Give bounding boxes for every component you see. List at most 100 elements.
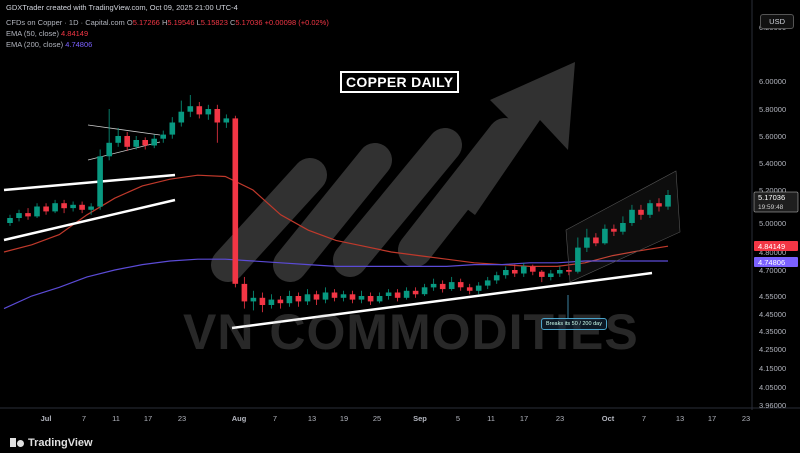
candle-body [367,296,374,302]
y-tick-label: 4.70000 [759,266,786,275]
candle-body [304,294,311,302]
candle-body [358,296,365,300]
candle-body [439,283,446,290]
candle-body [124,136,130,147]
ema50-line [3,174,669,267]
candle-body [575,247,581,272]
candle-body [484,280,491,286]
y-tick-label: 3.96000 [759,401,786,410]
x-tick-label: 13 [308,414,316,423]
candle-body [61,203,67,209]
y-tick-label: 5.60000 [759,132,786,141]
candle-body [169,122,176,135]
watermark-bar [211,158,327,282]
ema50-label: EMA (50, close) [6,29,59,38]
x-tick-label: 7 [82,414,86,423]
candle-body [376,296,383,302]
candle-body [611,228,617,232]
price-label-tag: 4.74806 [754,257,798,267]
x-tick-label: Sep [413,414,427,423]
y-tick-label: 5.40000 [759,159,786,168]
candle-body [412,290,419,295]
candle-body [196,106,203,115]
x-tick-label: 23 [742,414,750,423]
close-label: C [229,18,236,27]
candle-body [349,294,356,300]
candle-body [232,118,239,284]
x-tick-label: 17 [144,414,152,423]
ema200-legend[interactable]: EMA (200, close) 4.74806 [6,40,92,49]
candle-body [70,204,76,209]
x-tick-label: 5 [456,414,460,423]
x-tick-label: 17 [708,414,716,423]
open-value: 5.17266 [132,18,160,27]
x-tick-label: Aug [232,414,247,423]
watermark-bar [273,143,392,282]
ema200-label: EMA (200, close) [6,40,64,49]
price-label-tag: 5.17036 19:59:48 [753,191,799,213]
candle-body [178,111,185,123]
candle-body [115,136,121,143]
ema200-value: 4.74806 [65,40,93,49]
change-value: +0.00098 (+0.02%) [264,18,329,27]
candle-body [133,140,139,147]
instrument-name[interactable]: CFDs on Copper · 1D · Capital.com [6,18,125,27]
candle-body [566,270,572,272]
candle-body [448,282,455,289]
y-tick-label: 5.00000 [759,219,786,228]
x-tick-label: 25 [373,414,381,423]
candle-body [142,140,148,146]
candle-body [241,283,248,302]
x-tick-label: Oct [602,414,615,423]
open-label: O [126,18,133,27]
candle-body [548,273,554,277]
x-tick-label: 23 [178,414,186,423]
candle-body [268,299,275,305]
ema200-line [3,258,668,310]
ema50-value: 4.84149 [61,29,89,38]
x-tick-label: 7 [642,414,646,423]
candle-body [43,206,49,212]
low-label: L [196,18,201,27]
candle-body [584,237,590,248]
candle-body [205,109,212,115]
candle-body [88,206,94,210]
candle-body [512,270,518,274]
candle-body [466,287,473,291]
watermark-graphic [211,62,575,282]
trendline [231,271,653,330]
y-tick-label: 6.00000 [759,77,786,86]
candle-body [493,275,500,281]
candle-body [620,223,626,232]
watermark-bar [333,128,462,277]
x-tick-label: 11 [112,414,120,423]
candle-body [403,290,410,298]
candle-body [457,282,464,288]
candle-body [656,203,662,207]
ema50-legend[interactable]: EMA (50, close) 4.84149 [6,29,88,38]
candle-body [295,296,302,302]
price-label-box [754,241,798,251]
pattern-line [87,124,161,136]
y-tick-label: 5.80000 [759,105,786,114]
price-label-tag: 4.84149 [754,241,798,251]
x-tick-label: 11 [487,414,495,423]
candle-body [421,287,428,295]
candle-body [394,292,401,298]
candle-body [286,296,293,304]
candle-body [539,271,545,277]
price-label-box [754,257,798,267]
price-label-text: 5.17036 [758,193,785,202]
candle-body [106,142,112,157]
candle-body [647,203,653,215]
ohlc-legend: CFDs on Copper · 1D · Capital.com O5.172… [6,18,329,27]
trendline [3,173,176,192]
x-tick-label: 23 [556,414,564,423]
candle-body [16,213,22,218]
x-tick-label: 19 [340,414,348,423]
currency-button[interactable]: USD [760,14,794,29]
price-label-text: 4.84149 [758,242,785,251]
tradingview-logo[interactable]: TradingView [10,437,93,449]
candle-body [665,195,671,207]
